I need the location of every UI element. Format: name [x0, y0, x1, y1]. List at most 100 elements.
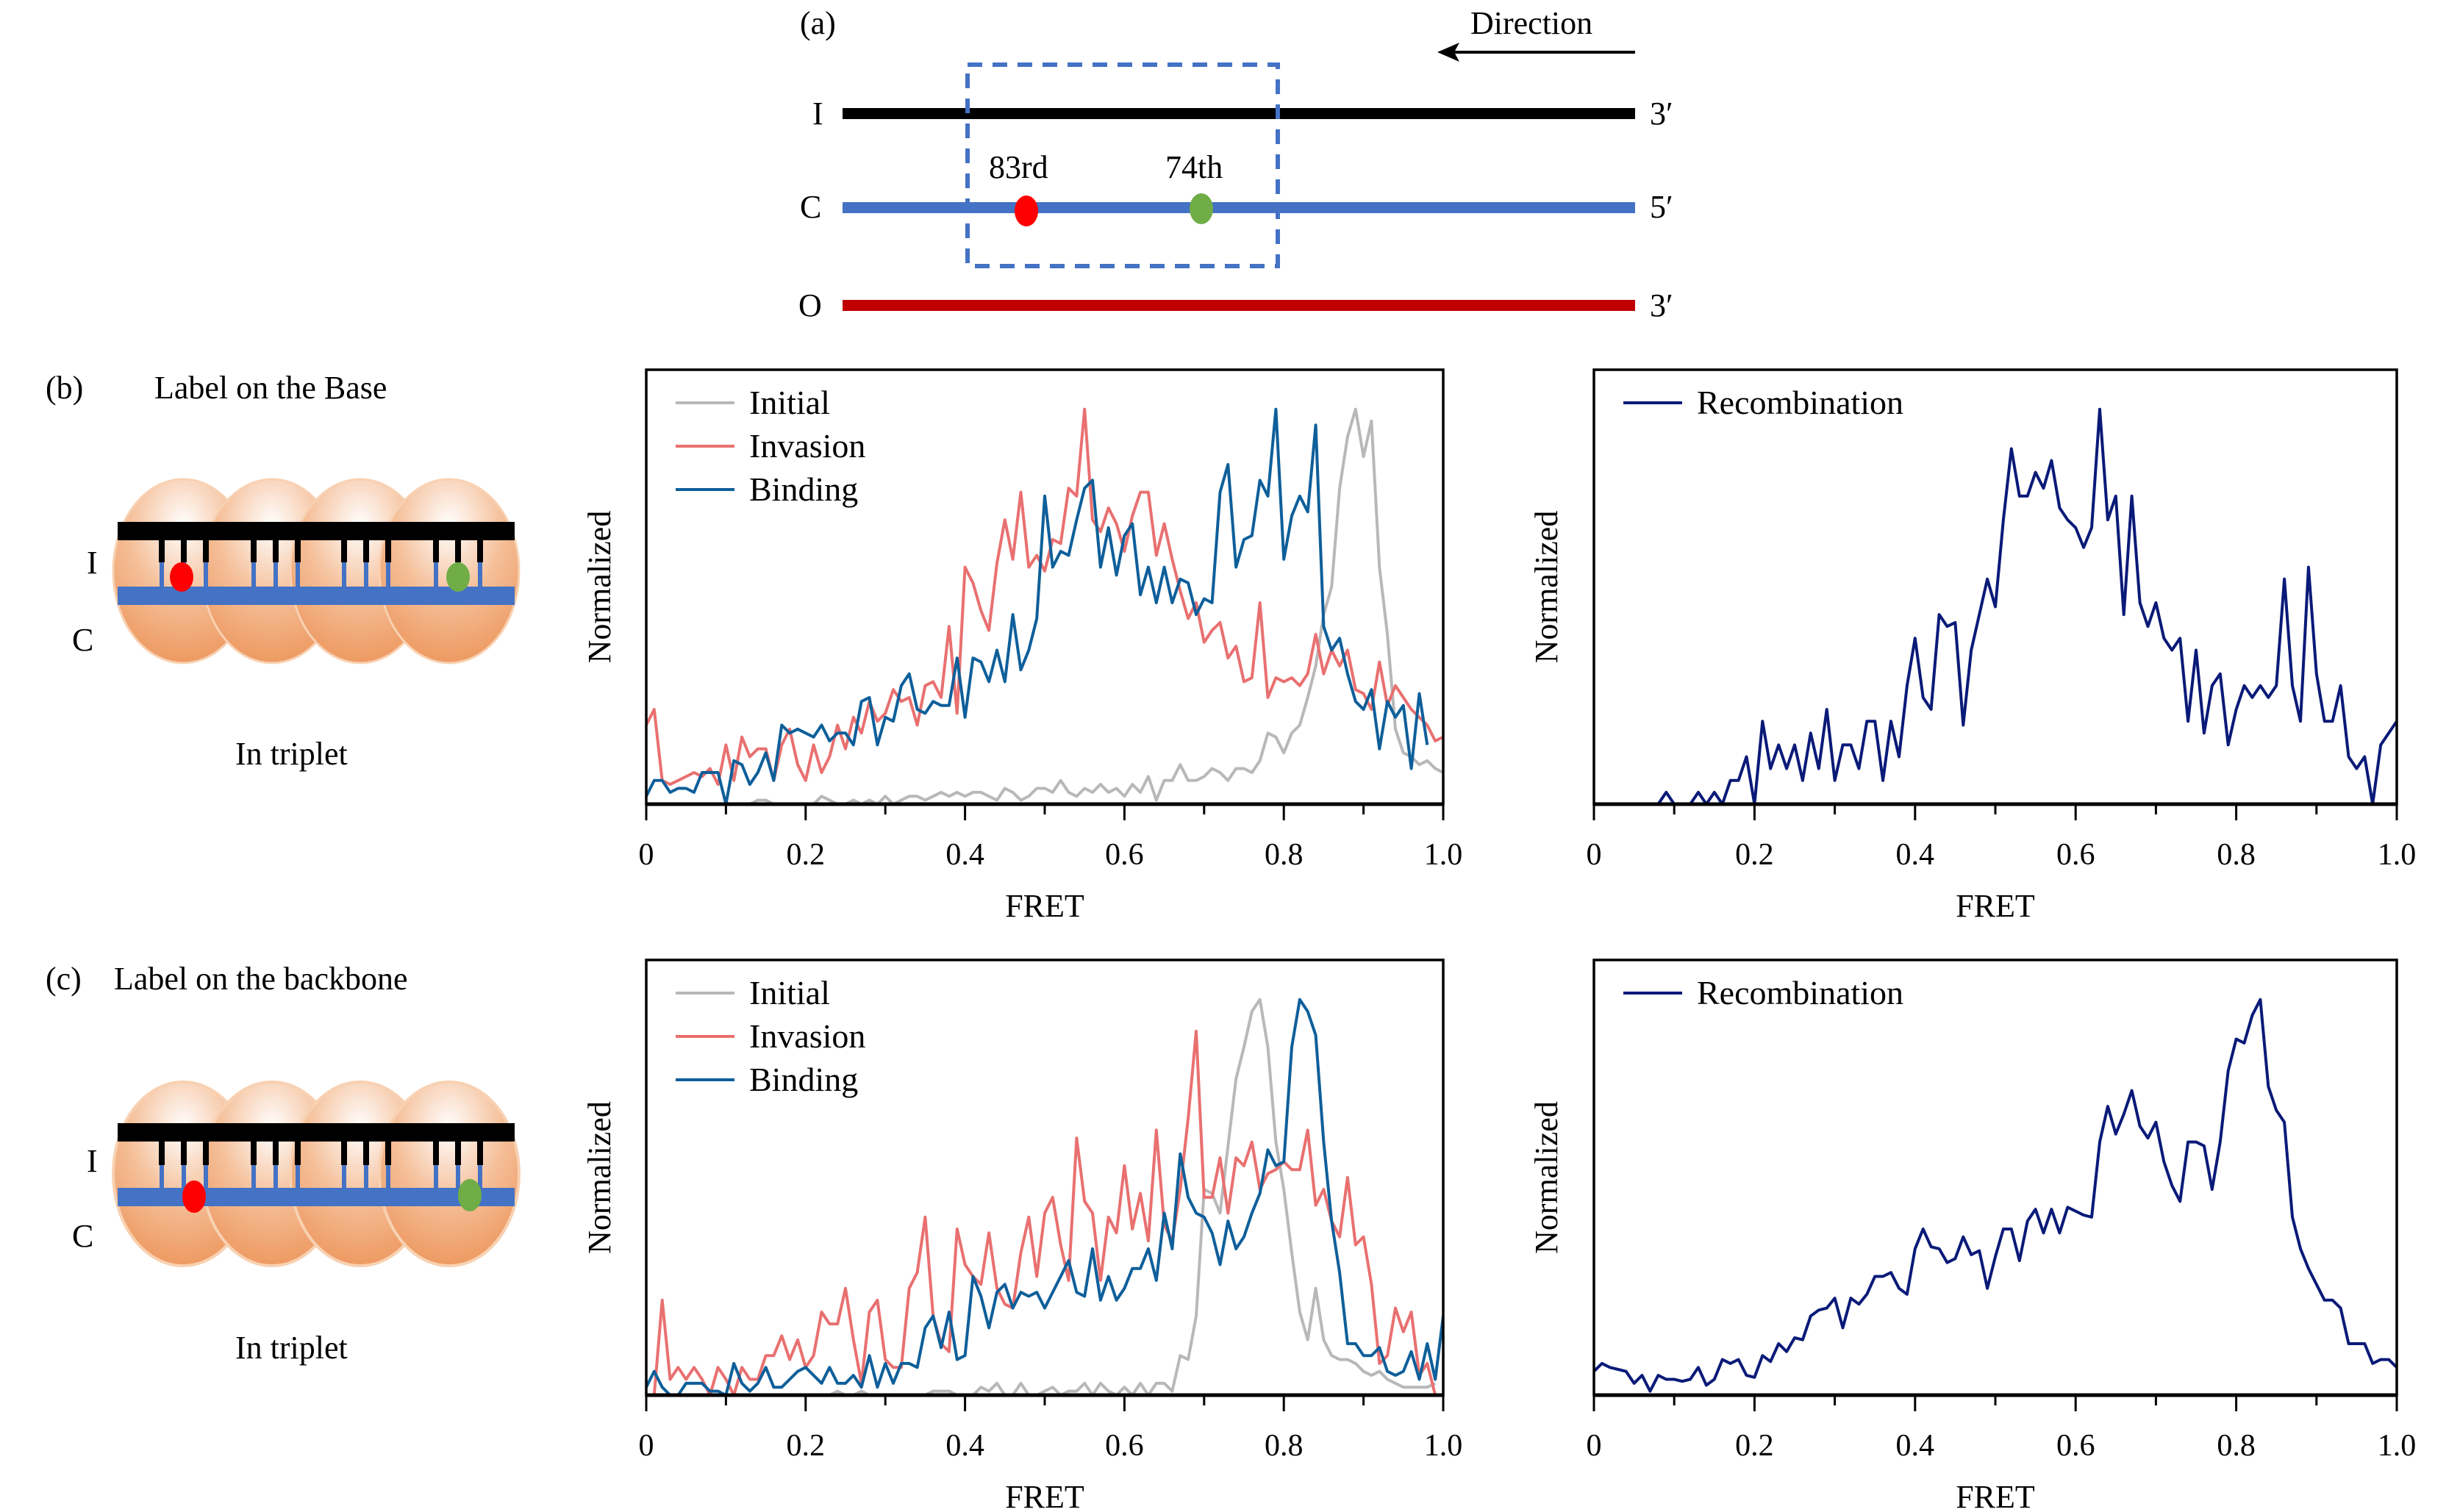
x-tick-label: 0 — [639, 838, 654, 872]
legend-label-invasion: Invasion — [749, 427, 865, 465]
x-tick-label: 1.0 — [1424, 838, 1463, 872]
marker-83rd-label: 83rd — [989, 149, 1048, 185]
base-pair-top — [159, 540, 165, 562]
x-tick-label: 0.8 — [2217, 1429, 2256, 1463]
base-pair-bottom — [434, 1165, 438, 1189]
series-line-initial — [646, 407, 1443, 804]
base-pair-bottom — [273, 562, 278, 588]
base-pair-top — [273, 1142, 279, 1165]
series-line-invasion — [646, 407, 1443, 787]
base-pair-bottom — [478, 562, 482, 588]
legend-label-binding: Binding — [749, 470, 858, 508]
base-pair-bottom — [386, 1165, 390, 1189]
base-pair-bottom — [204, 562, 208, 588]
legend: Initial Invasion Binding — [676, 974, 865, 1098]
x-tick-label: 0 — [1587, 838, 1602, 872]
strand-label-c: C — [72, 622, 93, 658]
marker-74th-label: 74th — [1165, 149, 1223, 185]
plot-frame — [1592, 368, 2398, 806]
series-line-binding — [646, 407, 1429, 804]
series-line-binding — [646, 997, 1443, 1395]
panel-b-title: Label on the Base — [154, 370, 387, 406]
sphere — [378, 1081, 521, 1267]
base-pair-bottom — [364, 562, 368, 588]
legend-label-recombination: Recombination — [1697, 974, 1903, 1011]
y-axis-label: Normalized — [1528, 1101, 1565, 1254]
base-pair-top — [181, 540, 187, 562]
base-pair-top — [455, 1142, 461, 1165]
legend-label-initial: Initial — [749, 384, 830, 421]
panel-b-caption: In triplet — [235, 736, 348, 772]
series-line-initial — [646, 997, 1437, 1395]
x-tick-label: 1.0 — [1424, 1429, 1463, 1463]
panel-c-title: Label on the backbone — [114, 961, 408, 997]
y-axis-label: Normalized — [582, 511, 618, 664]
base-pair-bottom — [386, 562, 390, 588]
strand-label-o: O — [798, 287, 822, 323]
base-pair-top — [295, 540, 301, 562]
x-axis-label: FRET — [1956, 1479, 2035, 1512]
chart-c-recombination: 0 0.2 0.4 0.6 0.8 1.0 FRET Normalized Recombinat… — [1528, 959, 2417, 1512]
x-tick-label: 0.2 — [787, 838, 826, 872]
legend-label-recombination: Recombination — [1697, 384, 1903, 421]
x-tick-label: 0.8 — [1265, 1429, 1304, 1463]
strand-end-o: 3′ — [1650, 287, 1673, 323]
direction-arrow-icon — [1437, 43, 1635, 62]
plot-frame — [1592, 959, 2398, 1397]
base-pair-top — [251, 540, 257, 562]
base-pair-top — [433, 540, 439, 562]
x-axis-label: FRET — [1005, 1479, 1084, 1512]
legend-label-initial: Initial — [749, 974, 830, 1011]
panel-c-illustration: (c) Label on the backbone I C In triplet — [46, 961, 521, 1366]
x-tick-label: 0.4 — [1896, 838, 1935, 872]
base-pair-bottom — [296, 1165, 300, 1189]
y-axis-label: Normalized — [582, 1101, 618, 1254]
x-axis-label: FRET — [1005, 888, 1084, 924]
strand-label-i: I — [87, 1143, 98, 1179]
x-axis-label: FRET — [1956, 888, 2035, 924]
base-pair-top — [159, 1142, 165, 1165]
fluorophore-green — [458, 1179, 482, 1211]
x-tick-label: 0.2 — [1735, 1429, 1774, 1463]
legend: Recombination — [1623, 384, 1903, 421]
x-tick-label: 0.2 — [1735, 838, 1774, 872]
base-pair-top — [477, 540, 483, 562]
base-pair-bottom — [364, 1165, 368, 1189]
fluorophore-green — [446, 562, 470, 592]
x-tick-label: 0.4 — [945, 838, 984, 872]
panel-a-label: (a) — [800, 5, 836, 41]
strand-label-i: I — [87, 545, 98, 581]
x-tick-label: 0.6 — [1105, 1429, 1144, 1463]
series-line-recombination — [1594, 997, 2397, 1393]
base-pair-top — [341, 540, 347, 562]
x-tick-label: 0.2 — [787, 1429, 826, 1463]
strand-label-c: C — [800, 189, 821, 225]
base-pair-bottom — [478, 1165, 482, 1189]
marker-83rd-dot — [1015, 196, 1038, 226]
marker-74th-dot — [1190, 193, 1213, 224]
base-pair-bottom — [182, 1165, 186, 1189]
x-tick-label: 0.4 — [1896, 1429, 1935, 1463]
direction-label: Direction — [1470, 5, 1592, 41]
base-pair-bottom — [434, 562, 438, 588]
strand-end-c: 5′ — [1650, 189, 1673, 225]
strand-c — [843, 202, 1635, 213]
chart-b-invasion-binding: 0 0.2 0.4 0.6 0.8 1.0 FRET Normalized Initial Inv… — [582, 368, 1463, 924]
x-tick-label: 0.8 — [2217, 838, 2256, 872]
base-pair-top — [251, 1142, 257, 1165]
base-pair-top — [203, 540, 209, 562]
x-tick-label: 0.6 — [1105, 838, 1144, 872]
strand-label-c: C — [72, 1218, 93, 1254]
base-pair-top — [203, 1142, 209, 1165]
series-line-invasion — [646, 1029, 1443, 1395]
fluorophore-red — [182, 1180, 206, 1213]
base-pair-bottom — [251, 562, 256, 588]
base-pair-top — [273, 540, 279, 562]
strand-c — [118, 1188, 515, 1206]
x-tick-label: 1.0 — [2378, 1429, 2417, 1463]
base-pair-bottom — [204, 1165, 208, 1189]
panel-c-caption: In triplet — [235, 1330, 348, 1366]
base-pair-top — [363, 1142, 369, 1165]
base-pairs — [159, 1142, 483, 1189]
